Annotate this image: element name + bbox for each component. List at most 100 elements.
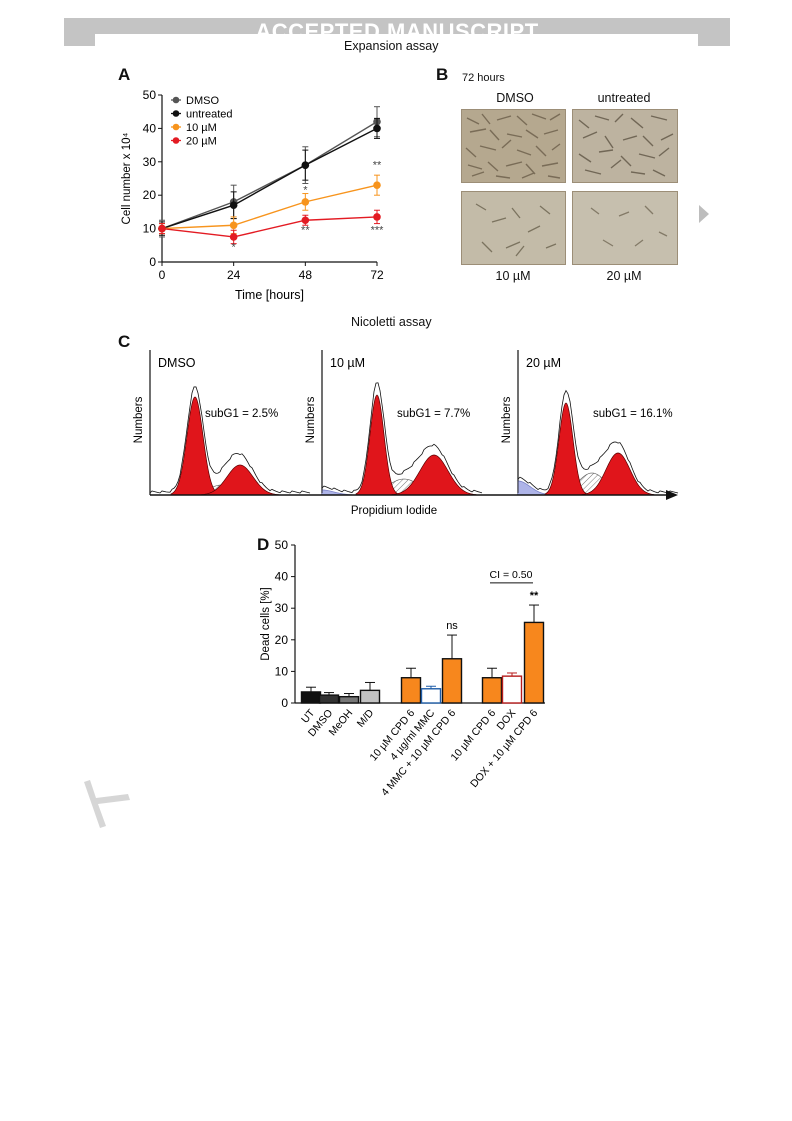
- histogram-y-title: Numbers: [305, 396, 317, 443]
- y-tick-label: 30: [275, 601, 289, 615]
- histogram-title: 20 µM: [526, 356, 561, 370]
- series-line: [161, 184, 378, 230]
- significance-label: *: [303, 185, 308, 197]
- x-tick-label: 48: [299, 268, 313, 282]
- subg1-region: [517, 480, 549, 496]
- banner-inner: [95, 34, 698, 46]
- legend-label: 10 µM: [186, 122, 217, 134]
- photo-caption-10um: 10 µM: [495, 269, 531, 283]
- y-tick-label: 50: [143, 88, 157, 102]
- histogram-y-title: Numbers: [501, 396, 513, 443]
- g2-peak: [391, 454, 477, 496]
- microscopy-image-dmso: [461, 109, 566, 183]
- panel-letter-c: C: [118, 332, 131, 351]
- series-line: [161, 127, 378, 230]
- histogram-envelope: [149, 386, 311, 494]
- legend-label: DMSO: [186, 95, 219, 107]
- significance-label: ns: [446, 620, 458, 632]
- bar: [359, 689, 381, 704]
- y-tick-label: 40: [275, 570, 289, 584]
- histogram-envelope: [321, 382, 483, 494]
- histogram-y-title: Numbers: [133, 396, 145, 443]
- bar: [441, 658, 463, 704]
- x-axis-title: Time [hours]: [235, 288, 304, 302]
- photo-caption-20um: 20 µM: [606, 269, 642, 283]
- bar: [501, 675, 523, 704]
- significance-label: **: [301, 225, 310, 237]
- legend-label: untreated: [186, 109, 232, 121]
- data-point: [301, 198, 310, 206]
- data-point: [301, 216, 310, 225]
- y-tick-label: 50: [275, 538, 289, 552]
- g2-peak: [581, 452, 655, 496]
- y-tick-label: 10: [275, 664, 289, 678]
- data-point: [158, 224, 166, 233]
- y-tick-label: 20: [143, 188, 157, 202]
- panel-letter-a: A: [118, 65, 131, 84]
- publisher-watermark-logo: [84, 780, 130, 828]
- banner-text: ACCEPTED MANUSCRIPT: [255, 19, 539, 34]
- y-axis-title: Dead cells [%]: [260, 587, 272, 661]
- g1-peak: [170, 396, 220, 496]
- data-point: [373, 213, 381, 221]
- y-tick-label: 30: [143, 155, 157, 169]
- combination-index-label: CI = 0.50: [490, 569, 533, 581]
- significance-label: **: [373, 159, 382, 171]
- microscopy-image-10um: [461, 191, 566, 265]
- photo-timepoint-label: 72 hours: [462, 72, 505, 84]
- significance-label: ***: [371, 225, 385, 237]
- nicoletti-assay-title: Nicoletti assay: [351, 315, 432, 329]
- bar: [420, 688, 442, 704]
- panel-letter-d: D: [257, 535, 270, 554]
- data-point: [373, 181, 381, 189]
- legend-marker: [172, 123, 180, 131]
- histogram-title: 10 µM: [330, 356, 365, 370]
- x-tick-label: 0: [159, 268, 166, 282]
- legend-marker: [172, 110, 180, 117]
- bar: [481, 677, 503, 704]
- y-tick-label: 40: [143, 121, 157, 135]
- subg1-label: subG1 = 7.7%: [397, 408, 470, 420]
- bar: [523, 621, 545, 704]
- bar: [300, 691, 322, 704]
- subg1-label: subG1 = 2.5%: [205, 408, 278, 420]
- data-point: [373, 124, 381, 133]
- subg1-label: subG1 = 16.1%: [593, 408, 673, 420]
- expansion-assay-title: Expansion assay: [344, 39, 439, 53]
- data-point: [229, 233, 238, 241]
- microscopy-image-20um: [572, 191, 678, 265]
- y-tick-label: 10: [143, 222, 157, 236]
- bar: [400, 677, 422, 704]
- significance-label: **: [530, 590, 539, 602]
- g1-peak: [355, 394, 399, 496]
- series-line: [161, 121, 378, 230]
- histogram-title: DMSO: [158, 356, 196, 370]
- x-tick-label: 72: [370, 268, 384, 282]
- histogram-x-title: Propidium Iodide: [351, 505, 437, 517]
- legend-label: 20 µM: [186, 136, 217, 148]
- series-line: [161, 216, 378, 238]
- significance-label: *: [232, 241, 237, 253]
- bar: [338, 695, 360, 704]
- data-point: [229, 201, 238, 210]
- histogram-envelope: [517, 389, 679, 494]
- x-tick-label: 24: [227, 268, 241, 282]
- y-tick-label: 0: [149, 255, 156, 269]
- panel-a-line-chart: 0 10 20 30 40 50 0 24 48 72 Time [hours] Cell numbe…: [121, 88, 385, 302]
- histogram-plot: 10 µM subG1 = 7.7% Numbers: [305, 350, 483, 496]
- g2-peak: [200, 464, 280, 496]
- y-tick-label: 20: [275, 633, 289, 647]
- category-label: M/D: [355, 707, 377, 730]
- histogram-plot: DMSO subG1 = 2.5% Numbers: [133, 350, 311, 496]
- data-point: [229, 221, 238, 230]
- bar: [318, 694, 340, 704]
- y-tick-label: 0: [281, 696, 288, 710]
- photo-col-dmso: DMSO: [496, 91, 534, 105]
- g1-peak: [544, 402, 588, 496]
- data-point: [301, 161, 310, 169]
- photo-col-untreated: untreated: [597, 91, 651, 105]
- microscopy-image-untreated: [572, 109, 678, 183]
- x-axis-arrow-icon: [666, 490, 678, 500]
- next-page-arrow-icon[interactable]: [699, 205, 709, 223]
